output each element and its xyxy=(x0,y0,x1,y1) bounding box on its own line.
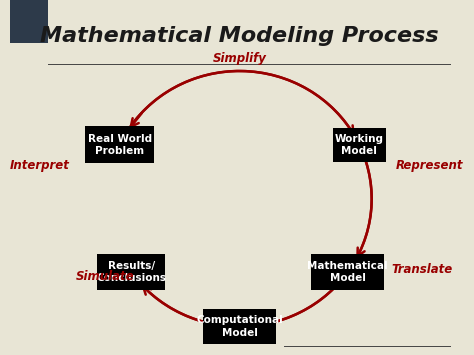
Text: Translate: Translate xyxy=(392,263,453,276)
Text: Results/
Conclusions: Results/ Conclusions xyxy=(96,261,166,283)
Text: Represent: Represent xyxy=(396,159,464,171)
Text: Computational
Model: Computational Model xyxy=(196,315,283,338)
Text: Mathematical Modeling Process: Mathematical Modeling Process xyxy=(40,26,439,45)
FancyBboxPatch shape xyxy=(10,0,48,43)
FancyBboxPatch shape xyxy=(85,126,154,163)
Text: Simplify: Simplify xyxy=(212,52,266,65)
FancyBboxPatch shape xyxy=(97,254,165,290)
Text: Interpret: Interpret xyxy=(10,159,70,171)
Text: Simulate: Simulate xyxy=(76,271,134,283)
Text: Mathematical
Model: Mathematical Model xyxy=(308,261,388,283)
FancyBboxPatch shape xyxy=(203,309,276,344)
Text: Real World
Problem: Real World Problem xyxy=(88,133,152,156)
FancyBboxPatch shape xyxy=(333,128,386,162)
FancyBboxPatch shape xyxy=(311,254,384,290)
Text: Working
Model: Working Model xyxy=(335,133,384,156)
